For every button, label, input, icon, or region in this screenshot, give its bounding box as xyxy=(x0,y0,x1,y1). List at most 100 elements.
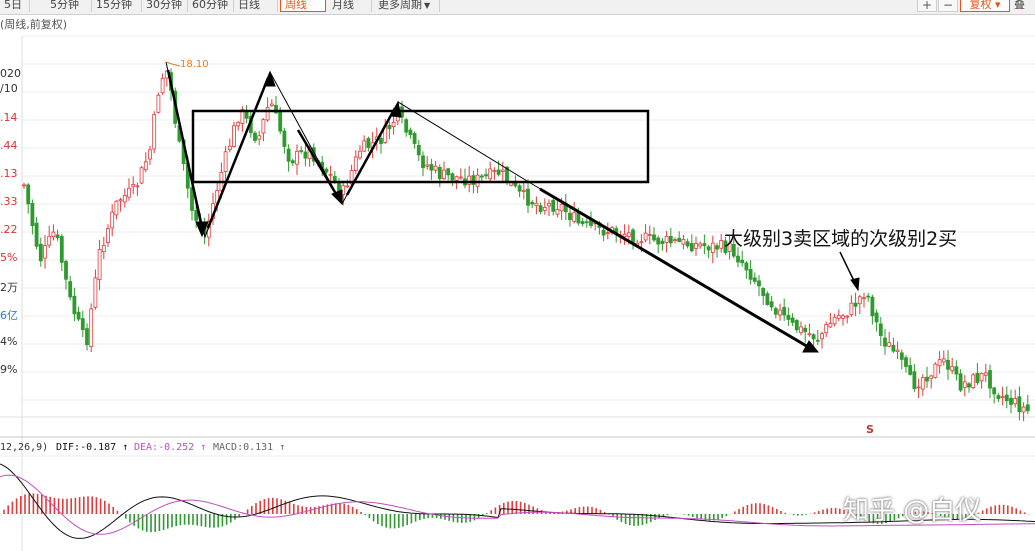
candle-body xyxy=(996,395,1001,399)
macd-label: MACD:0.131 xyxy=(213,442,274,453)
candle-body xyxy=(328,173,333,176)
candle-body xyxy=(34,222,39,247)
candle-body xyxy=(290,160,295,164)
candle-body xyxy=(366,138,371,148)
candle-body xyxy=(47,235,52,246)
arrowhead-icon xyxy=(331,189,343,206)
candle-body xyxy=(110,211,115,229)
axis-label: 5% xyxy=(0,251,18,264)
tab-30min[interactable]: 30分钟 xyxy=(142,0,188,12)
zoom-in-button[interactable]: + xyxy=(917,0,937,12)
high-price-label: 18.10 xyxy=(180,59,209,70)
candle-body xyxy=(1025,404,1030,412)
candle-body xyxy=(950,365,955,372)
candle-body xyxy=(715,245,719,250)
macd-dea-value: DEA:-0.252 ↑ xyxy=(134,442,206,453)
arrow-up-icon: ↑ xyxy=(279,442,286,453)
candle-body xyxy=(983,372,988,376)
candle-body xyxy=(731,243,736,257)
candle-body xyxy=(131,184,136,187)
candle-body xyxy=(450,173,455,181)
candle-body xyxy=(484,174,488,177)
candle-body xyxy=(127,187,131,198)
tab-5day[interactable]: 5日 xyxy=(0,0,30,12)
candle-body xyxy=(660,240,665,245)
candle-body xyxy=(404,119,409,133)
candle-body xyxy=(160,78,165,94)
candle-body xyxy=(748,268,753,280)
watermark: 知乎 @白仪 xyxy=(843,496,982,526)
tab-daily[interactable]: 日线 xyxy=(234,0,278,12)
candle-body xyxy=(278,111,283,132)
tab-15min[interactable]: 15分钟 xyxy=(92,0,142,12)
overlay-button[interactable]: 叠 xyxy=(1014,0,1025,11)
candle-body xyxy=(358,150,362,159)
arrowhead-icon xyxy=(195,221,209,238)
candle-body xyxy=(135,185,140,188)
candle-body xyxy=(26,184,31,205)
candle-body xyxy=(883,337,887,347)
candle-body xyxy=(1021,406,1026,413)
candle-body xyxy=(702,243,707,246)
high-marker-line xyxy=(165,61,181,67)
candle-body xyxy=(723,240,728,254)
arrow-down-2 xyxy=(296,129,341,200)
candle-body xyxy=(668,236,673,244)
candle-body xyxy=(467,175,472,185)
tab-monthly[interactable]: 月线 xyxy=(328,0,372,12)
chevron-down-icon: ▼ xyxy=(424,1,431,10)
arrow-up-2 xyxy=(345,107,397,196)
candle-body xyxy=(526,188,530,206)
candle-body xyxy=(433,165,438,171)
arrow-down-1 xyxy=(166,69,204,229)
annotation-text: 大级别3卖区域的次级别2买 xyxy=(724,228,958,250)
candle-body xyxy=(530,201,535,205)
candle-body xyxy=(1009,397,1013,405)
candle-body xyxy=(736,255,740,263)
tab-60min[interactable]: 60分钟 xyxy=(188,0,234,12)
candle-body xyxy=(689,243,694,252)
candle-body xyxy=(572,212,577,222)
candle-body xyxy=(992,387,997,395)
arrow-up-icon: ↑ xyxy=(200,442,207,453)
candle-body xyxy=(799,326,803,333)
tab-weekly[interactable]: 周线 xyxy=(280,0,326,12)
candle-body xyxy=(954,366,959,375)
candle-body xyxy=(874,312,879,323)
tab-more-periods[interactable]: 更多周期 ▼ xyxy=(374,0,440,12)
candle-body xyxy=(820,333,824,340)
candle-body xyxy=(576,212,581,224)
candle-body xyxy=(72,295,77,315)
candle-body xyxy=(677,237,682,242)
axis-label: 9% xyxy=(0,363,18,376)
candle-body xyxy=(584,221,589,224)
zoom-out-button[interactable]: − xyxy=(938,0,958,12)
candle-body xyxy=(274,105,278,114)
axis-label: 4% xyxy=(0,335,18,348)
candle-body xyxy=(257,135,262,140)
candle-body xyxy=(446,168,451,176)
axis-label: .13 xyxy=(0,167,18,180)
candle-body xyxy=(912,371,917,390)
arrowhead-icon xyxy=(802,340,820,353)
candle-body xyxy=(773,308,778,315)
tab-5min[interactable]: 5分钟 xyxy=(46,0,92,12)
candle-body xyxy=(979,373,984,382)
fuquan-dropdown[interactable]: 复权 ▾ xyxy=(960,0,1010,12)
candle-body xyxy=(55,234,60,238)
candle-body xyxy=(643,232,648,241)
candle-body xyxy=(488,168,493,180)
candle-body xyxy=(286,148,291,162)
candle-body xyxy=(929,375,934,379)
candle-body xyxy=(93,277,98,308)
candle-body xyxy=(194,209,199,221)
candle-body xyxy=(694,243,698,249)
candle-body xyxy=(64,261,68,280)
candle-body xyxy=(379,138,383,144)
candle-body xyxy=(190,187,194,211)
candle-body xyxy=(324,168,329,173)
candle-body xyxy=(51,231,56,237)
candle-body xyxy=(815,339,820,342)
candle-body xyxy=(22,184,26,187)
